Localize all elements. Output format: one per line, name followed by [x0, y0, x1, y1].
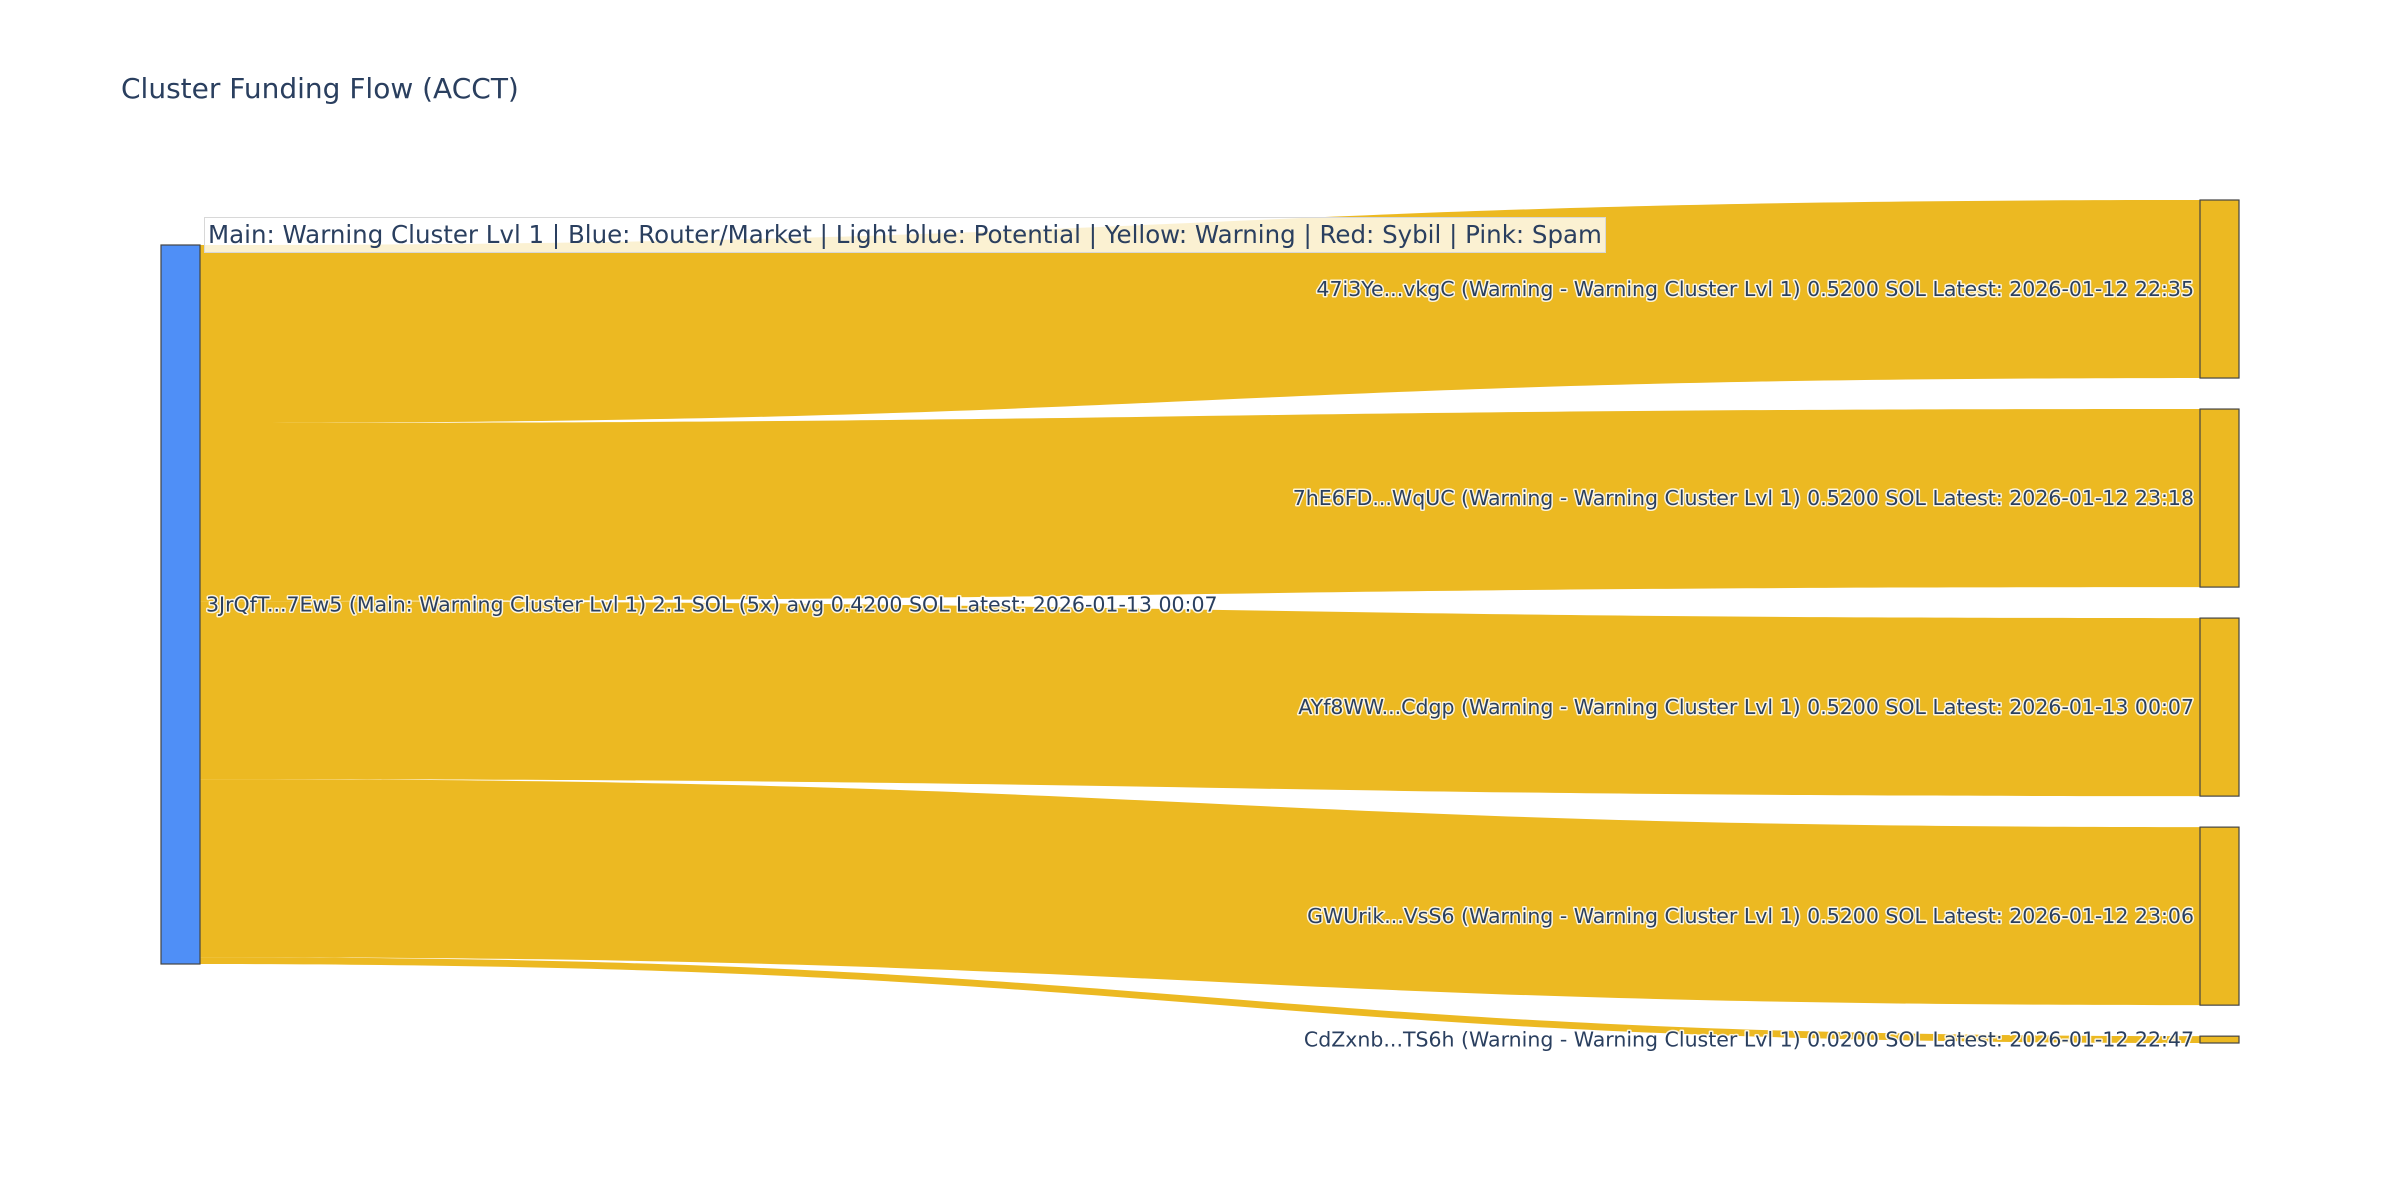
link-t2[interactable] — [200, 409, 2200, 602]
link-t4[interactable] — [200, 779, 2200, 1006]
node-t4[interactable] — [2199, 826, 2240, 1006]
nodes-group — [160, 199, 2240, 1044]
link-t1[interactable] — [200, 200, 2200, 424]
node-label-source: 3JrQfT...7Ew5 (Main: Warning Cluster Lvl… — [206, 593, 1218, 617]
node-label-t5: CdZxnb...TS6h (Warning - Warning Cluster… — [1304, 1028, 2194, 1052]
node-label-t2: 7hE6FD...WqUC (Warning - Warning Cluster… — [1293, 486, 2194, 510]
labels-group: 3JrQfT...7Ew5 (Main: Warning Cluster Lvl… — [205, 276, 2196, 1054]
node-label-t4: GWUrik...VsS6 (Warning - Warning Cluster… — [1307, 904, 2194, 928]
link-t3[interactable] — [200, 601, 2200, 797]
node-t2[interactable] — [2199, 408, 2240, 588]
links-group — [200, 200, 2200, 1043]
legend-annotation: Main: Warning Cluster Lvl 1 | Blue: Rout… — [204, 217, 1606, 253]
link-t5[interactable] — [200, 957, 2200, 1043]
node-label-t3: AYf8WW...Cdgp (Warning - Warning Cluster… — [1298, 695, 2194, 719]
node-t1[interactable] — [2199, 199, 2240, 379]
node-t5[interactable] — [2199, 1035, 2240, 1044]
node-label-t1: 47i3Ye...vkgC (Warning - Warning Cluster… — [1316, 277, 2194, 301]
node-t3[interactable] — [2199, 617, 2240, 797]
node-source[interactable] — [160, 244, 201, 965]
chart-title: Cluster Funding Flow (ACCT) — [121, 72, 519, 105]
